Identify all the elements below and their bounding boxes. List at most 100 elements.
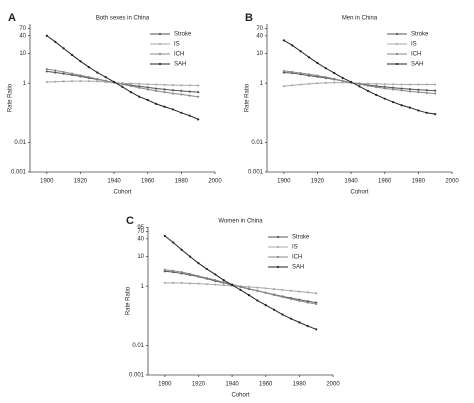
point: [163, 234, 166, 238]
point: [408, 90, 412, 93]
point: [366, 82, 370, 85]
point: [197, 91, 200, 94]
series-line: [46, 70, 199, 93]
point: [306, 291, 309, 294]
point: [289, 317, 293, 320]
x-tick-label: 1960: [378, 179, 392, 185]
point: [291, 70, 294, 74]
point: [188, 255, 192, 258]
point: [408, 83, 412, 86]
chart-panel: C Women in China Rate Ratio Cohort 0.001 0.01…: [126, 215, 341, 399]
point: [324, 67, 327, 70]
point: [400, 89, 403, 92]
point: [333, 71, 336, 75]
point: [306, 324, 309, 328]
point: [180, 248, 183, 251]
legend-label: SAH: [411, 62, 423, 68]
point: [425, 89, 428, 92]
point: [197, 274, 200, 278]
point: [171, 108, 175, 111]
chart-panel: B Men in China Rate Ratio Cohort 0.001 0.01 1 1…: [245, 12, 460, 196]
point: [87, 76, 90, 79]
point: [291, 44, 294, 47]
x-tick-label: 1940: [107, 179, 121, 185]
point: [180, 89, 183, 92]
point: [96, 80, 99, 83]
legend-label: IS: [411, 42, 417, 48]
x-tick-label: 1920: [74, 179, 88, 185]
legend-label: Stroke: [411, 32, 429, 38]
point: [307, 73, 311, 76]
x-tick-label: 1980: [293, 382, 307, 388]
legend-label: ICH: [411, 52, 421, 58]
point: [70, 72, 74, 75]
legend-label: SAH: [292, 265, 304, 271]
point: [256, 299, 259, 302]
point: [129, 82, 133, 85]
point: [333, 77, 336, 80]
point: [298, 321, 301, 324]
point: [146, 88, 149, 91]
point: [54, 71, 57, 74]
point: [230, 283, 234, 287]
point: [256, 289, 259, 292]
point: [155, 89, 158, 92]
point: [171, 89, 175, 92]
chart-title: Both sexes in China: [96, 16, 150, 22]
legend-marker: [276, 235, 280, 239]
x-tick-label: 1960: [141, 179, 155, 185]
point: [306, 301, 309, 304]
point: [349, 80, 353, 84]
y-tick-label: 70: [137, 229, 144, 235]
point: [188, 272, 192, 276]
point: [400, 87, 403, 90]
point: [341, 81, 344, 84]
series-line: [46, 35, 199, 120]
point: [417, 109, 420, 112]
point: [400, 104, 403, 107]
point: [45, 34, 48, 37]
point: [138, 86, 141, 89]
panel-label: B: [245, 12, 253, 24]
point: [171, 92, 175, 95]
point: [417, 88, 420, 91]
point: [163, 91, 166, 94]
point: [341, 79, 344, 82]
point: [425, 111, 428, 114]
point: [54, 69, 57, 72]
point: [366, 89, 370, 92]
point: [273, 294, 276, 297]
panel-label: C: [126, 215, 134, 227]
x-axis-label: Cohort: [113, 190, 131, 196]
y-tick-label: 40: [19, 33, 26, 39]
point: [87, 80, 90, 83]
point: [214, 283, 217, 286]
point: [45, 70, 48, 73]
y-tick-label: 1: [23, 81, 27, 87]
y-tick-label: 0.001: [129, 373, 145, 379]
legend-marker: [276, 255, 280, 259]
point: [307, 82, 311, 85]
point: [247, 285, 251, 288]
y-tick-label: 0.01: [251, 140, 263, 146]
point: [315, 292, 318, 295]
point: [400, 83, 403, 86]
legend-label: IS: [292, 245, 298, 251]
chart-panel: A Both sexes in China Rate Ratio Cohort 0.00…: [8, 12, 223, 196]
point: [256, 286, 259, 289]
x-tick-label: 1940: [225, 382, 239, 388]
point: [375, 82, 378, 85]
point: [383, 87, 386, 90]
point: [62, 47, 65, 50]
legend-marker: [395, 52, 399, 56]
y-tick-label: 1: [260, 81, 264, 87]
x-tick-label: 1980: [175, 179, 189, 185]
x-tick-label: 1980: [412, 179, 426, 185]
point: [146, 98, 149, 102]
point: [205, 282, 208, 286]
x-axis-label: Cohort: [350, 190, 368, 196]
point: [188, 84, 191, 87]
point: [291, 84, 294, 87]
point: [214, 273, 217, 276]
point: [197, 118, 200, 121]
